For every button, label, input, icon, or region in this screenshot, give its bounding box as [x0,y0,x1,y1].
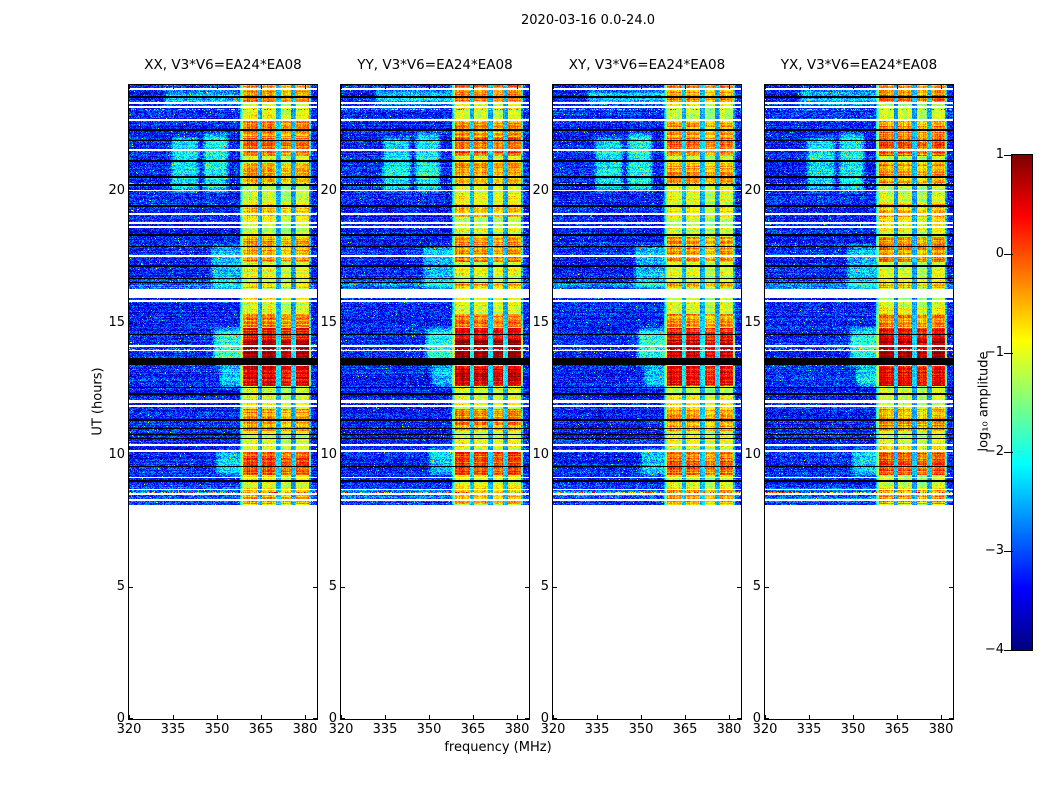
y-tick-label: 15 [744,315,761,330]
x-tick-label: 350 [840,722,866,737]
colorbar-tick [1004,254,1013,255]
x-tick-label: 380 [504,722,530,737]
x-tick-label: 320 [116,722,142,737]
colorbar-tick-label: −2 [984,444,1004,459]
y-tick-label: 15 [532,315,549,330]
colorbar-tick-label: 0 [995,246,1004,261]
colorbar-tick [1004,650,1013,651]
y-tick-label: 5 [540,579,549,594]
x-tick-label: 335 [160,722,186,737]
panel-yx [764,84,954,720]
panel-xx [128,84,318,720]
x-tick-label: 380 [928,722,954,737]
panel-title-xy: XY, V3*V6=EA24*EA08 [568,57,726,73]
y-tick-label: 5 [116,579,125,594]
x-tick-label: 380 [716,722,742,737]
y-tick-label: 0 [752,711,761,726]
x-tick-label: 365 [460,722,486,737]
y-tick-label: 10 [108,447,125,462]
x-axis-label: frequency (MHz) [444,740,552,755]
y-tick-label: 15 [320,315,337,330]
colorbar-tick-label: −3 [984,543,1004,558]
panel-title-yy: YY, V3*V6=EA24*EA08 [357,57,513,73]
panel-xy [552,84,742,720]
x-tick-label: 335 [372,722,398,737]
spectrogram-canvas-xx [129,85,317,719]
figure-title: 2020-03-16 0.0-24.0 [521,13,655,28]
colorbar-tick-label: 1 [995,147,1004,162]
x-tick-label: 320 [328,722,354,737]
panel-title-xx: XX, V3*V6=EA24*EA08 [144,57,302,73]
colorbar [1011,154,1033,651]
y-tick-label: 5 [328,579,337,594]
colorbar-tick [1004,452,1013,453]
y-axis-label: UT (hours) [90,367,106,436]
panel-title-yx: YX, V3*V6=EA24*EA08 [780,57,938,73]
x-tick-label: 365 [672,722,698,737]
x-tick-label: 335 [796,722,822,737]
y-tick-label: 0 [540,711,549,726]
x-tick-label: 380 [292,722,318,737]
y-tick-label: 20 [108,183,125,198]
y-tick-label: 5 [752,579,761,594]
spectrogram-canvas-yy [341,85,529,719]
colorbar-tick [1004,551,1013,552]
y-tick-label: 0 [328,711,337,726]
y-tick-label: 10 [532,447,549,462]
colorbar-tick-label: −4 [984,642,1004,657]
spectrogram-canvas-yx [765,85,953,719]
x-tick-label: 350 [628,722,654,737]
y-tick-label: 20 [320,183,337,198]
colorbar-gradient [1012,155,1032,650]
y-tick-label: 10 [320,447,337,462]
panel-yy [340,84,530,720]
colorbar-tick [1004,353,1013,354]
y-tick-label: 15 [108,315,125,330]
x-tick-label: 320 [752,722,778,737]
x-tick-label: 365 [884,722,910,737]
y-tick-label: 20 [744,183,761,198]
x-tick-label: 320 [540,722,566,737]
x-tick-label: 365 [248,722,274,737]
spectrogram-canvas-xy [553,85,741,719]
y-tick-label: 20 [532,183,549,198]
x-tick-label: 350 [416,722,442,737]
y-tick-label: 10 [744,447,761,462]
x-tick-label: 350 [204,722,230,737]
colorbar-tick [1004,155,1013,156]
colorbar-tick-label: −1 [984,345,1004,360]
y-tick-label: 0 [116,711,125,726]
x-tick-label: 335 [584,722,610,737]
